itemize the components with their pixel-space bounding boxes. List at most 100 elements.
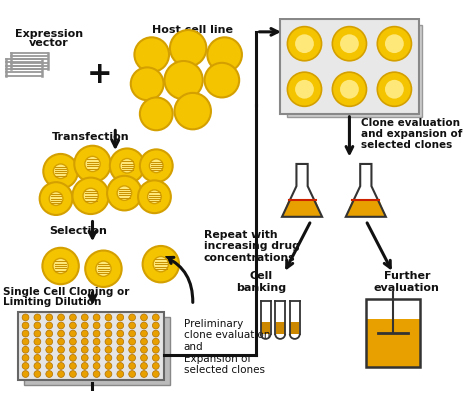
Circle shape — [170, 30, 206, 67]
Circle shape — [153, 371, 159, 378]
Circle shape — [46, 362, 53, 369]
Circle shape — [22, 314, 29, 321]
Circle shape — [93, 330, 100, 337]
Circle shape — [58, 346, 64, 353]
Circle shape — [120, 159, 135, 173]
Circle shape — [46, 371, 53, 378]
Circle shape — [129, 362, 136, 369]
Circle shape — [105, 314, 112, 321]
Circle shape — [49, 192, 63, 205]
Circle shape — [43, 154, 78, 189]
Circle shape — [207, 37, 242, 72]
Circle shape — [82, 314, 88, 321]
Circle shape — [140, 97, 173, 130]
Bar — [275, 321, 285, 334]
Circle shape — [85, 156, 100, 172]
Circle shape — [129, 346, 136, 353]
FancyBboxPatch shape — [24, 317, 170, 385]
Circle shape — [93, 362, 100, 369]
Circle shape — [34, 362, 41, 369]
Circle shape — [340, 80, 359, 99]
Circle shape — [70, 314, 76, 321]
FancyBboxPatch shape — [18, 312, 164, 380]
Circle shape — [22, 322, 29, 329]
Circle shape — [70, 322, 76, 329]
Circle shape — [93, 346, 100, 353]
Circle shape — [96, 261, 111, 276]
Bar — [367, 319, 419, 367]
Circle shape — [129, 330, 136, 337]
Circle shape — [58, 322, 64, 329]
Circle shape — [70, 338, 76, 345]
Bar — [366, 299, 420, 367]
Circle shape — [129, 371, 136, 378]
Circle shape — [58, 362, 64, 369]
Circle shape — [105, 322, 112, 329]
Circle shape — [105, 371, 112, 378]
Circle shape — [140, 149, 173, 182]
Circle shape — [22, 346, 29, 353]
Circle shape — [377, 27, 411, 61]
Circle shape — [34, 371, 41, 378]
Circle shape — [129, 322, 136, 329]
Text: Single Cell Cloning or: Single Cell Cloning or — [3, 287, 129, 297]
Circle shape — [295, 80, 314, 99]
Circle shape — [82, 355, 88, 361]
Circle shape — [153, 314, 159, 321]
Circle shape — [117, 314, 124, 321]
Circle shape — [129, 314, 136, 321]
Circle shape — [46, 338, 53, 345]
Circle shape — [82, 371, 88, 378]
Circle shape — [34, 346, 41, 353]
Circle shape — [105, 330, 112, 337]
Circle shape — [22, 330, 29, 337]
Circle shape — [93, 371, 100, 378]
Circle shape — [22, 355, 29, 361]
Circle shape — [141, 330, 147, 337]
Circle shape — [117, 330, 124, 337]
Text: selected clones: selected clones — [361, 140, 453, 150]
Polygon shape — [346, 200, 386, 217]
Text: Transfection: Transfection — [52, 132, 129, 142]
Circle shape — [295, 34, 314, 53]
Text: Further
evaluation: Further evaluation — [374, 272, 440, 293]
Circle shape — [287, 72, 321, 106]
Circle shape — [153, 256, 168, 272]
Circle shape — [153, 355, 159, 361]
Circle shape — [42, 248, 79, 284]
FancyBboxPatch shape — [287, 25, 422, 117]
Circle shape — [46, 330, 53, 337]
Circle shape — [53, 258, 68, 274]
Circle shape — [34, 322, 41, 329]
Circle shape — [46, 314, 53, 321]
Circle shape — [105, 346, 112, 353]
Bar — [261, 321, 270, 334]
Circle shape — [70, 346, 76, 353]
Circle shape — [83, 188, 98, 204]
Circle shape — [129, 355, 136, 361]
Polygon shape — [282, 200, 322, 217]
Text: +: + — [87, 60, 113, 89]
Text: Repeat with
increasing drug
concentrations: Repeat with increasing drug concentratio… — [204, 229, 300, 263]
Circle shape — [46, 355, 53, 361]
Circle shape — [105, 355, 112, 361]
Circle shape — [385, 80, 404, 99]
Circle shape — [93, 322, 100, 329]
Circle shape — [153, 362, 159, 369]
Circle shape — [22, 362, 29, 369]
Bar — [290, 321, 299, 334]
Circle shape — [46, 346, 53, 353]
Circle shape — [385, 34, 404, 53]
Circle shape — [46, 322, 53, 329]
Circle shape — [70, 371, 76, 378]
Circle shape — [93, 338, 100, 345]
Circle shape — [105, 338, 112, 345]
Circle shape — [153, 346, 159, 353]
Text: Limiting Dilution: Limiting Dilution — [3, 297, 101, 308]
Text: Cell
banking: Cell banking — [236, 272, 286, 293]
Circle shape — [93, 314, 100, 321]
Circle shape — [22, 338, 29, 345]
FancyBboxPatch shape — [280, 19, 419, 114]
Circle shape — [141, 338, 147, 345]
Circle shape — [34, 314, 41, 321]
